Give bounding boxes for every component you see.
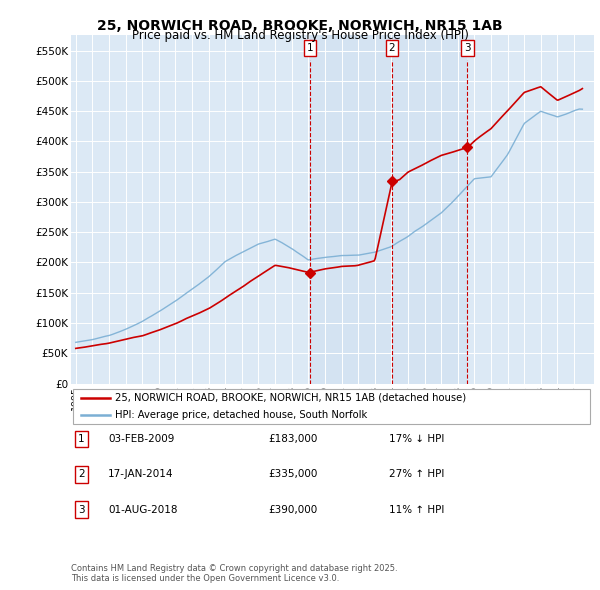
Text: £390,000: £390,000 [269, 505, 318, 514]
Text: 11% ↑ HPI: 11% ↑ HPI [389, 505, 444, 514]
Text: 3: 3 [78, 505, 85, 514]
Text: £183,000: £183,000 [269, 434, 318, 444]
Text: HPI: Average price, detached house, South Norfolk: HPI: Average price, detached house, Sout… [115, 410, 368, 420]
Bar [310, 35, 467, 384]
Text: 1: 1 [307, 42, 313, 53]
Text: 25, NORWICH ROAD, BROOKE, NORWICH, NR15 1AB (detached house): 25, NORWICH ROAD, BROOKE, NORWICH, NR15 … [115, 393, 466, 403]
Text: 1: 1 [78, 434, 85, 444]
Text: Price paid vs. HM Land Registry's House Price Index (HPI): Price paid vs. HM Land Registry's House … [131, 30, 469, 42]
Text: 17-JAN-2014: 17-JAN-2014 [108, 470, 173, 479]
Text: £335,000: £335,000 [269, 470, 318, 479]
Text: 27% ↑ HPI: 27% ↑ HPI [389, 470, 444, 479]
Text: 2: 2 [78, 470, 85, 479]
Text: 3: 3 [464, 42, 471, 53]
Text: 01-AUG-2018: 01-AUG-2018 [108, 505, 178, 514]
Text: 17% ↓ HPI: 17% ↓ HPI [389, 434, 444, 444]
Text: 03-FEB-2009: 03-FEB-2009 [108, 434, 175, 444]
Text: 2: 2 [389, 42, 395, 53]
FancyBboxPatch shape [73, 389, 590, 424]
Text: Contains HM Land Registry data © Crown copyright and database right 2025.
This d: Contains HM Land Registry data © Crown c… [71, 563, 397, 583]
Text: 25, NORWICH ROAD, BROOKE, NORWICH, NR15 1AB: 25, NORWICH ROAD, BROOKE, NORWICH, NR15 … [97, 19, 503, 33]
